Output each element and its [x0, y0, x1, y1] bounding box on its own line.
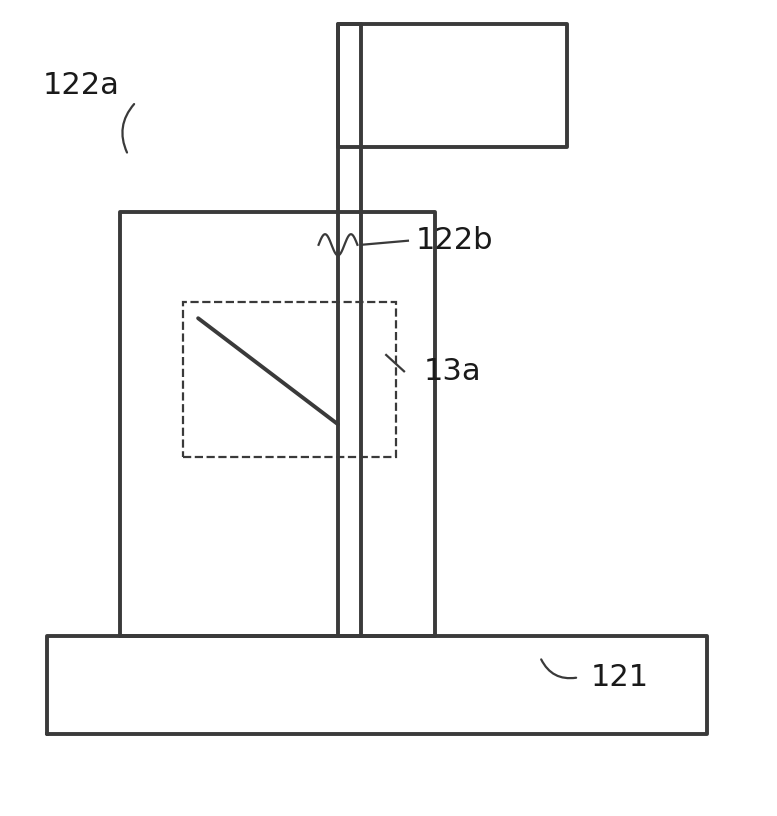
Text: 122b: 122b — [416, 226, 493, 255]
Text: 13a: 13a — [423, 357, 481, 386]
Text: 122a: 122a — [43, 71, 120, 100]
Bar — [183, 302, 396, 457]
Text: 121: 121 — [591, 663, 649, 692]
